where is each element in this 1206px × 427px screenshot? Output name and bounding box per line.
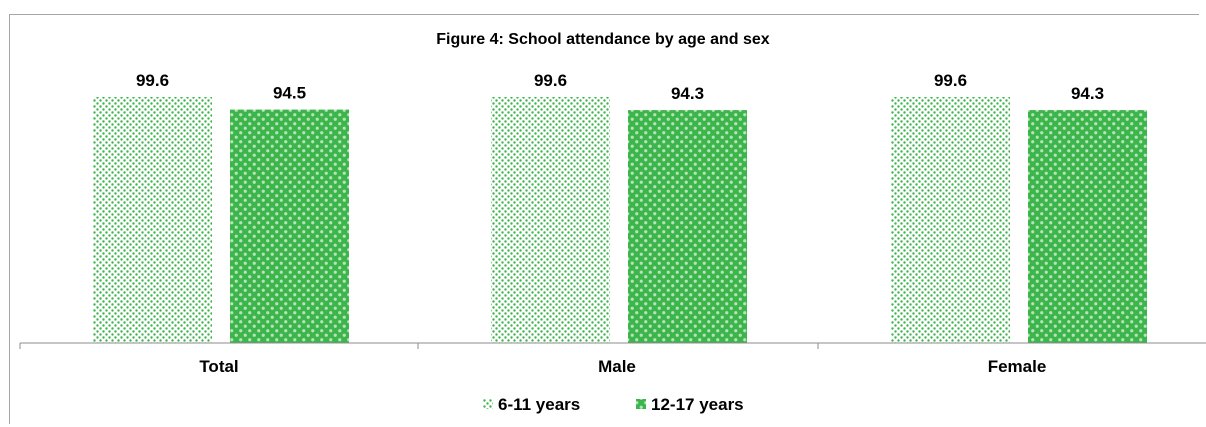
data-label-male-12-17: 94.3 (671, 84, 704, 103)
category-label-male: Male (598, 357, 636, 376)
bar-male-12-17 (628, 110, 747, 343)
data-label-female-6-11: 99.6 (934, 71, 967, 90)
legend-swatch-12-17 (636, 399, 646, 409)
legend: 6-11 years 12-17 years (483, 395, 744, 414)
legend-label-6-11: 6-11 years (498, 395, 580, 414)
bar-total-12-17 (230, 109, 349, 344)
data-labels-layer: 99.6 94.5 99.6 94.3 99.6 94.3 (136, 71, 1104, 103)
bar-total-6-11 (93, 97, 212, 343)
data-label-male-6-11: 99.6 (534, 71, 567, 90)
category-label-female: Female (988, 357, 1047, 376)
chart-title: Figure 4: School attendance by age and s… (436, 31, 770, 48)
data-label-total-12-17: 94.5 (273, 84, 306, 103)
bars-layer (93, 97, 1147, 344)
bar-female-6-11 (891, 97, 1010, 343)
legend-swatch-6-11 (483, 399, 493, 409)
chart-frame (9, 14, 1199, 424)
legend-label-12-17: 12-17 years (651, 395, 744, 414)
bar-female-12-17 (1028, 110, 1147, 343)
x-axis: Total Male Female (19, 342, 1206, 376)
data-label-total-6-11: 99.6 (136, 71, 169, 90)
data-label-female-12-17: 94.3 (1071, 84, 1104, 103)
bar-male-6-11 (491, 97, 610, 343)
category-label-total: Total (199, 357, 238, 376)
